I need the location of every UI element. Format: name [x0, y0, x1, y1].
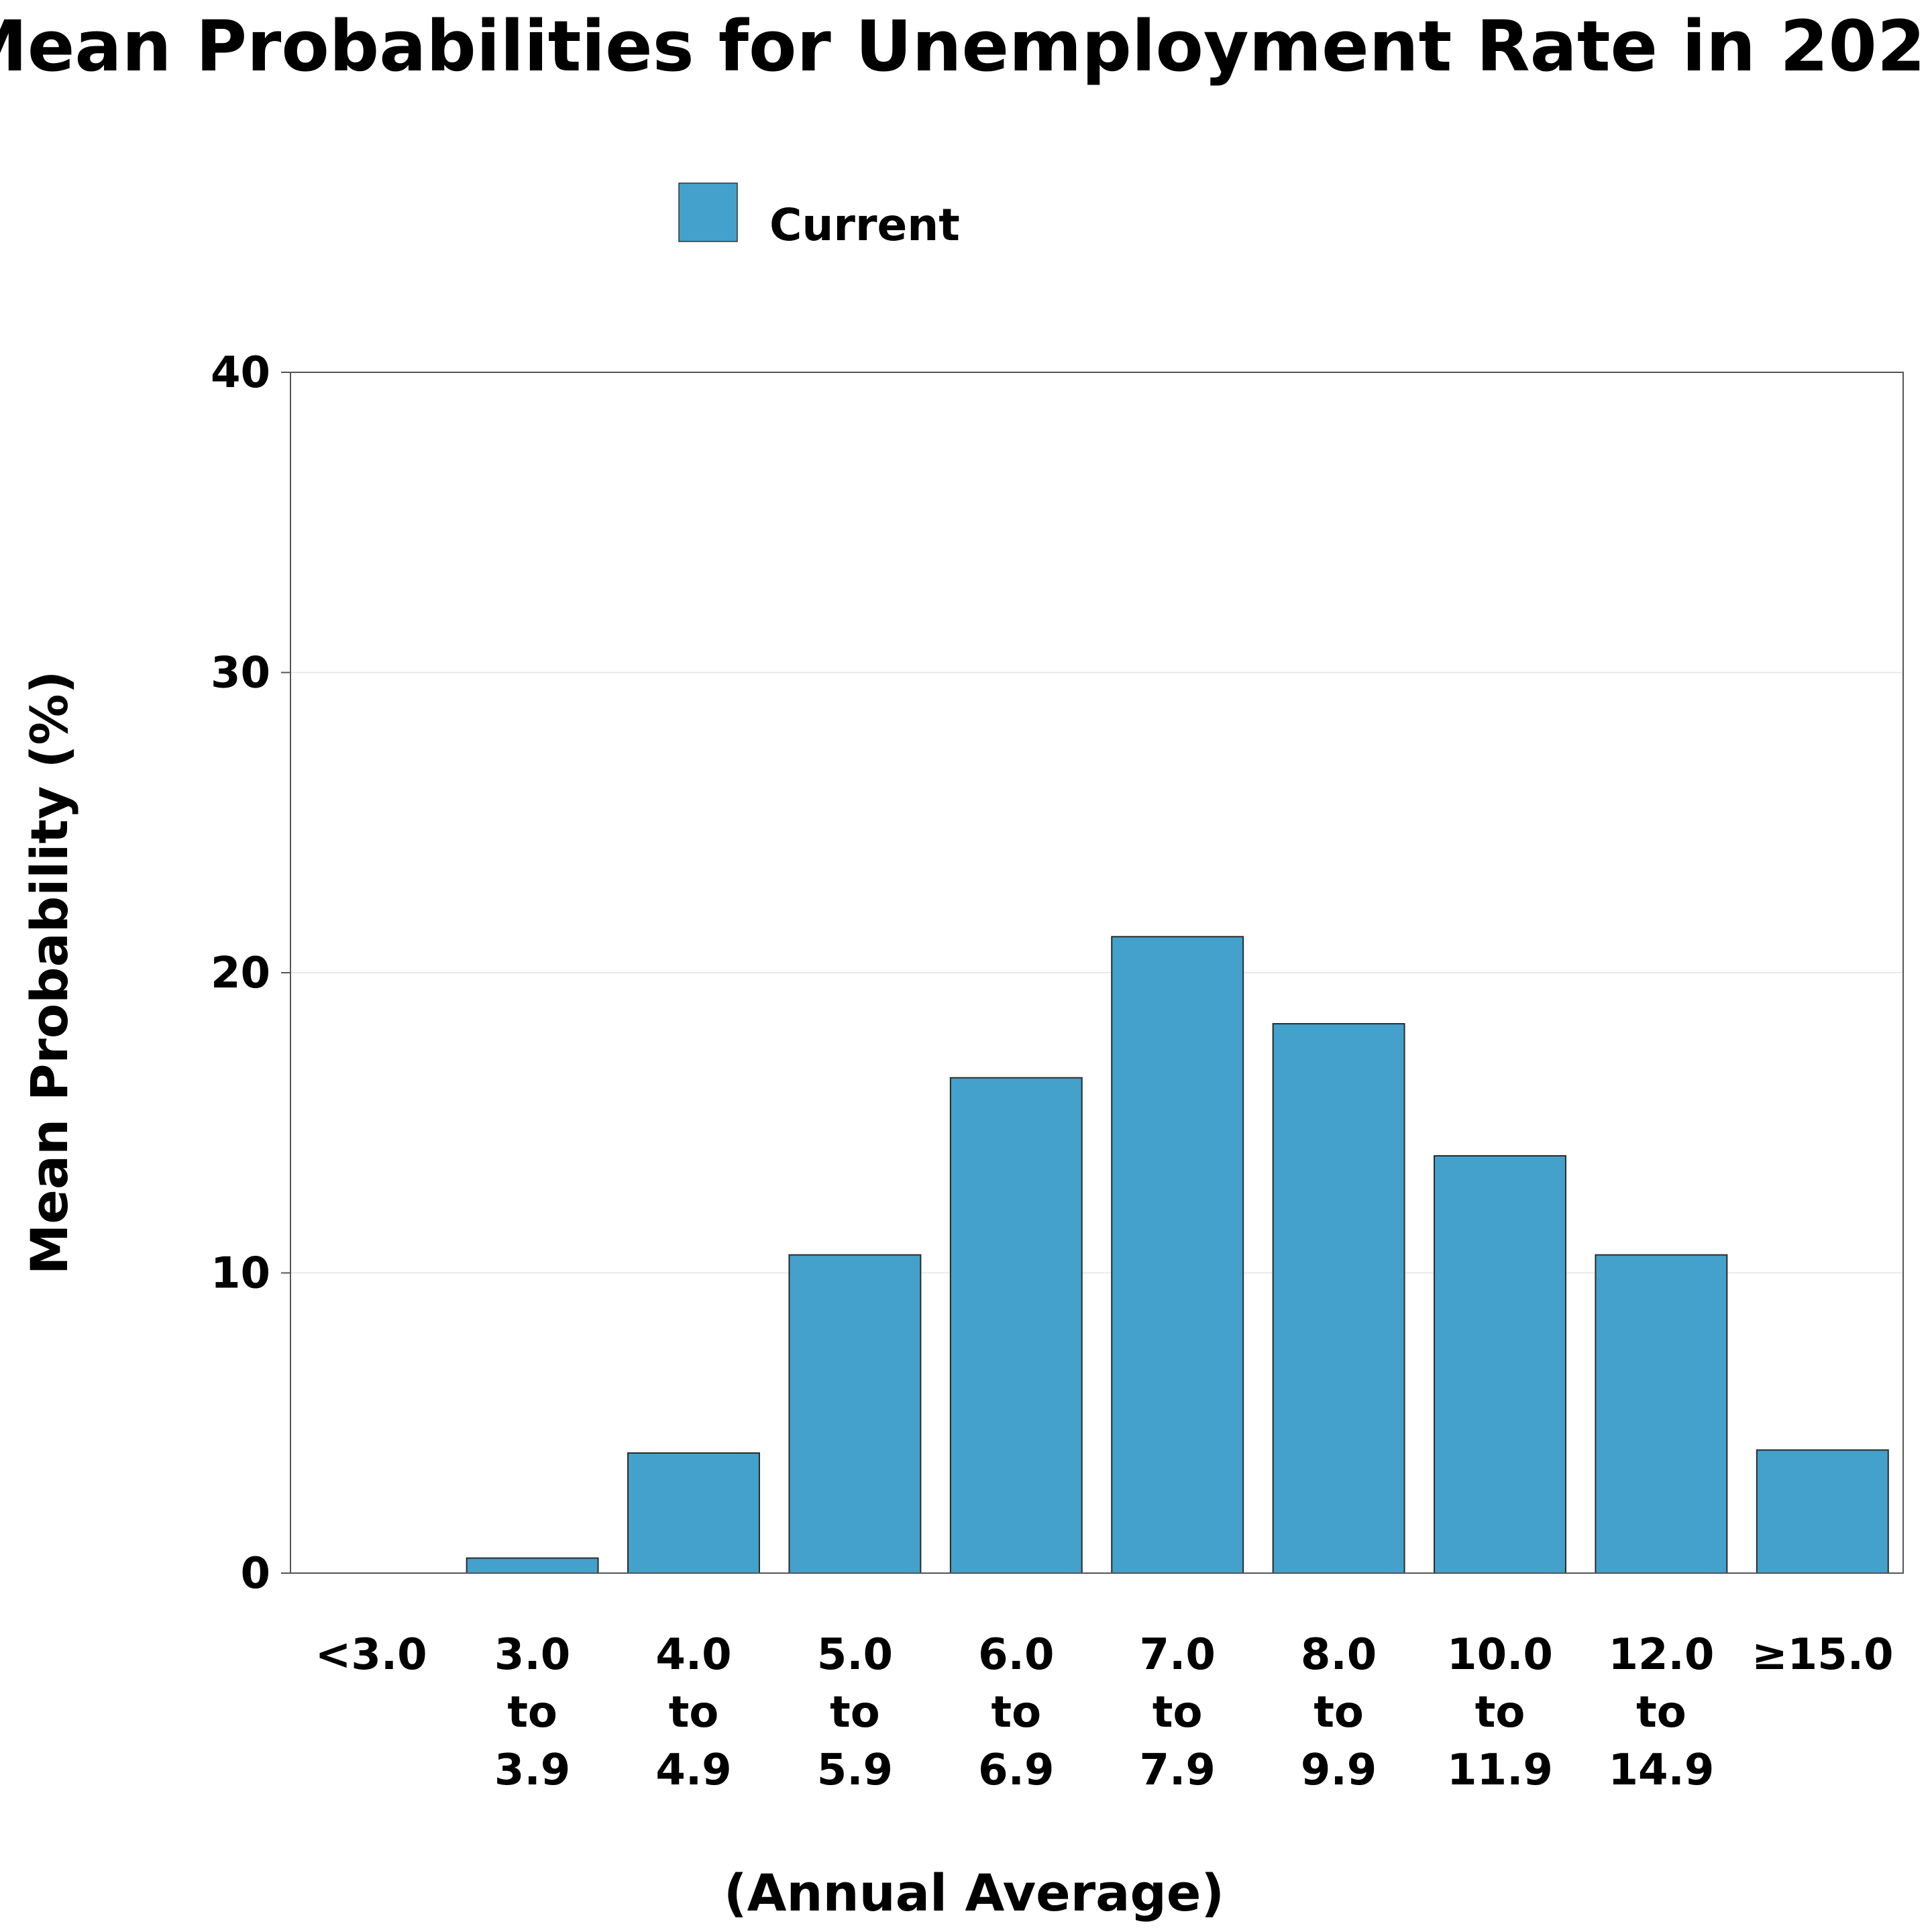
y-tick-label: 20: [211, 949, 270, 998]
bar: [627, 1452, 760, 1574]
x-category-label: 7.0 to 7.9: [1140, 1630, 1216, 1795]
x-category-label: ≥15.0: [1752, 1630, 1894, 1680]
legend-label-current: Current: [769, 199, 960, 251]
x-category-label: 3.0 to 3.9: [494, 1630, 570, 1795]
legend: Current: [678, 182, 960, 251]
bars: [466, 936, 1889, 1574]
x-category-label: 10.0 to 11.9: [1447, 1630, 1553, 1795]
bar: [1272, 1023, 1405, 1574]
y-tick-label: 40: [211, 348, 270, 398]
chart-title: Mean Probabilities for Unemployment Rate…: [0, 5, 1932, 87]
y-tick-label: 0: [240, 1549, 270, 1599]
x-category-label: 12.0 to 14.9: [1608, 1630, 1714, 1795]
gridlines: [290, 672, 1903, 1274]
bar: [1434, 1155, 1566, 1574]
x-axis-label: (Annual Average): [724, 1863, 1224, 1923]
x-category-label: 8.0 to 9.9: [1301, 1630, 1377, 1795]
bar: [466, 1557, 599, 1574]
x-category-label: <3.0: [315, 1630, 427, 1680]
x-axis-categories: <3.0 3.0 to 3.9 4.0 to 4.9 5.0 to 5.9 6.0 to 6.9 7.0 t…: [315, 1630, 1894, 1795]
y-tick-label: 30: [211, 649, 270, 698]
bar: [788, 1254, 922, 1574]
bar: [1595, 1254, 1728, 1574]
bar: [1111, 936, 1244, 1574]
bar: [949, 1077, 1083, 1574]
y-axis-ticks: 0 10 20 30 40: [211, 348, 290, 1599]
x-category-label: 4.0 to 4.9: [655, 1630, 731, 1795]
x-category-label: 5.0 to 5.9: [817, 1630, 893, 1795]
bar: [1756, 1449, 1889, 1574]
legend-swatch-current: [678, 182, 738, 242]
y-axis-label: Mean Probability (%): [19, 671, 79, 1275]
y-tick-label: 10: [211, 1249, 270, 1299]
x-category-label: 6.0 to 6.9: [978, 1630, 1054, 1795]
